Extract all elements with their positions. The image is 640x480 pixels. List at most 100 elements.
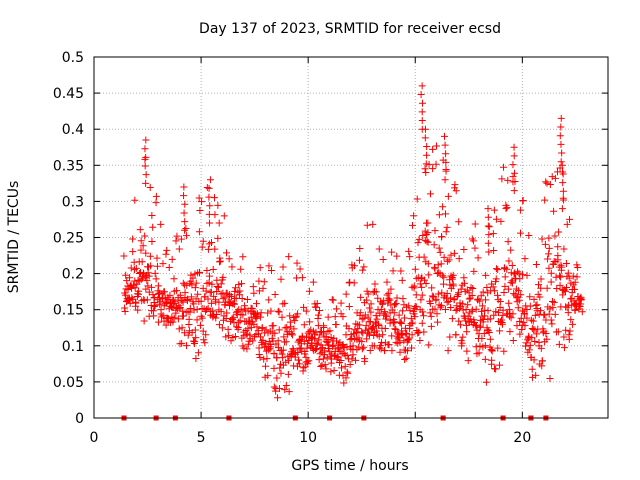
- data-point: [547, 278, 555, 286]
- data-point: [316, 307, 324, 315]
- data-point: [468, 306, 476, 314]
- data-point: [464, 301, 472, 309]
- data-point: [168, 255, 176, 263]
- data-point: [532, 260, 540, 268]
- data-point: [560, 196, 568, 204]
- data-point: [403, 329, 411, 337]
- data-point: [350, 262, 358, 270]
- data-point: [152, 192, 160, 200]
- data-point: [536, 307, 544, 315]
- data-point: [458, 339, 466, 347]
- data-point: [379, 331, 387, 339]
- data-point: [418, 108, 426, 116]
- data-point: [213, 311, 221, 319]
- data-point: [422, 230, 430, 238]
- data-point: [322, 365, 330, 373]
- data-point: [452, 331, 460, 339]
- data-point: [148, 283, 156, 291]
- data-point: [398, 327, 406, 335]
- data-point: [515, 287, 523, 295]
- data-point: [475, 349, 483, 357]
- data-point: [269, 322, 277, 330]
- data-point: [468, 291, 476, 299]
- data-point: [284, 357, 292, 365]
- data-point: [342, 374, 350, 382]
- data-point: [462, 305, 470, 313]
- data-point: [180, 183, 188, 191]
- data-point: [359, 266, 367, 274]
- data-point: [412, 303, 420, 311]
- data-point: [517, 291, 525, 299]
- data-point: [367, 308, 375, 316]
- data-point: [232, 284, 240, 292]
- data-point: [490, 246, 498, 254]
- data-point: [489, 230, 497, 238]
- data-point: [392, 300, 400, 308]
- data-point: [496, 327, 504, 335]
- data-point: [275, 326, 283, 334]
- data-point: [450, 296, 458, 304]
- data-point: [187, 293, 195, 301]
- data-point: [490, 206, 498, 214]
- data-point: [422, 279, 430, 287]
- data-point: [529, 317, 537, 325]
- data-point: [521, 322, 529, 330]
- data-point: [423, 143, 431, 151]
- data-point: [153, 254, 161, 262]
- data-point: [494, 291, 502, 299]
- data-point: [192, 279, 200, 287]
- x-tick-label: 5: [197, 430, 206, 446]
- data-point: [330, 342, 338, 350]
- data-point: [180, 209, 188, 217]
- data-point: [483, 283, 491, 291]
- data-point: [141, 162, 149, 170]
- data-point: [520, 318, 528, 326]
- y-tick-label: 0.45: [53, 86, 84, 102]
- data-point: [323, 354, 331, 362]
- data-point: [195, 228, 203, 236]
- data-point: [413, 195, 421, 203]
- data-point: [455, 255, 463, 263]
- data-point: [420, 328, 428, 336]
- data-point: [224, 332, 232, 340]
- data-point: [205, 184, 213, 192]
- data-point: [305, 287, 313, 295]
- data-point: [249, 337, 257, 345]
- y-tick-label: 0.5: [62, 50, 84, 66]
- data-point: [405, 336, 413, 344]
- data-point: [543, 335, 551, 343]
- data-point: [177, 235, 185, 243]
- data-point: [484, 239, 492, 247]
- data-point: [554, 256, 562, 264]
- data-point: [285, 253, 293, 261]
- data-point: [437, 302, 445, 310]
- data-point: [411, 265, 419, 273]
- data-point: [437, 260, 445, 268]
- data-point: [559, 179, 567, 187]
- data-point: [271, 291, 279, 299]
- data-point: [343, 351, 351, 359]
- data-point: [209, 307, 217, 315]
- data-point: [282, 381, 290, 389]
- data-point: [228, 315, 236, 323]
- data-point: [334, 353, 342, 361]
- data-point: [498, 175, 506, 183]
- data-point: [290, 325, 298, 333]
- data-point: [365, 331, 373, 339]
- y-tick-label: 0.25: [53, 231, 84, 247]
- data-point: [560, 344, 568, 352]
- data-point: [510, 187, 518, 195]
- data-point: [274, 307, 282, 315]
- data-point: [470, 237, 478, 245]
- data-point: [289, 346, 297, 354]
- data-point: [256, 353, 264, 361]
- data-point: [164, 315, 172, 323]
- data-point: [523, 271, 531, 279]
- data-point: [399, 295, 407, 303]
- data-point: [500, 288, 508, 296]
- data-point: [467, 284, 475, 292]
- data-point: [284, 370, 292, 378]
- data-point: [264, 309, 272, 317]
- data-point: [565, 331, 573, 339]
- data-point: [202, 331, 210, 339]
